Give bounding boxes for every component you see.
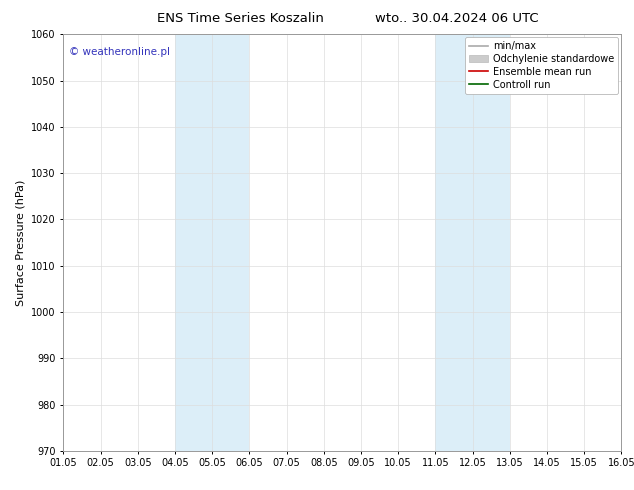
- Text: wto.. 30.04.2024 06 UTC: wto.. 30.04.2024 06 UTC: [375, 12, 538, 25]
- Text: © weatheronline.pl: © weatheronline.pl: [69, 47, 170, 57]
- Y-axis label: Surface Pressure (hPa): Surface Pressure (hPa): [16, 179, 25, 306]
- Bar: [175, 34, 249, 451]
- Bar: [436, 34, 510, 451]
- Legend: min/max, Odchylenie standardowe, Ensemble mean run, Controll run: min/max, Odchylenie standardowe, Ensembl…: [465, 37, 618, 94]
- Text: ENS Time Series Koszalin: ENS Time Series Koszalin: [157, 12, 325, 25]
